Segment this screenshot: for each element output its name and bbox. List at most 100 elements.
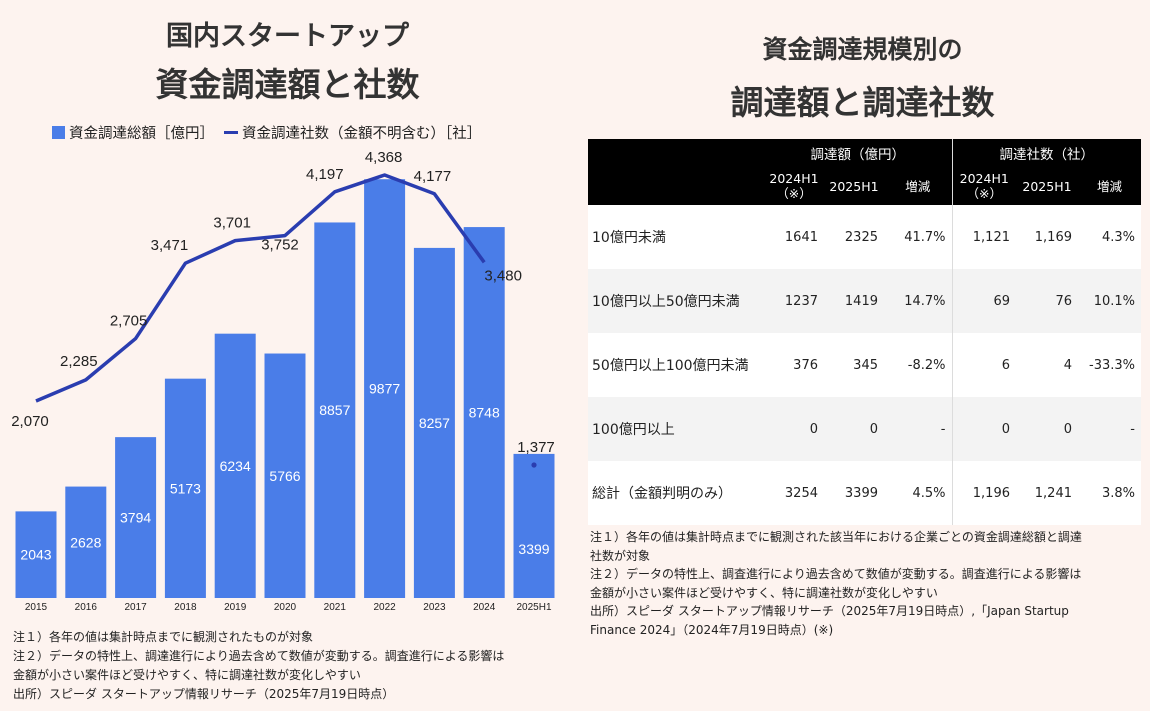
- bar-value-label: 3794: [120, 510, 151, 526]
- x-tick-label: 2017: [124, 602, 147, 613]
- table-row: 総計（金額判明のみ） 3254 3399 4.5% 1,196 1,241 3.…: [588, 461, 1141, 525]
- cell-count-change: -: [1078, 397, 1141, 461]
- x-tick-label: 2022: [373, 602, 396, 613]
- x-tick-label: 2021: [324, 602, 347, 613]
- header-amount-2025: 2025H1: [824, 167, 884, 205]
- x-tick-label: 2015: [25, 602, 48, 613]
- x-tick-label: 2018: [174, 602, 197, 613]
- bar-value-label: 5766: [269, 468, 300, 484]
- bar-2016: [65, 486, 107, 598]
- cell-amount-2024: 0: [764, 397, 824, 461]
- x-tick-label: 2016: [75, 602, 98, 613]
- bar-value-label: 2043: [20, 547, 51, 563]
- bar-2015: [15, 511, 57, 598]
- cell-amount-change: -: [884, 397, 952, 461]
- right-note-line: 注１）各年の値は集計時点までに観測された該当年における企業ごとの資金調達総額と調…: [590, 530, 1082, 544]
- bar-2025H1: [513, 453, 555, 598]
- bar-2022: [364, 179, 406, 598]
- count-value-label: 1,377: [517, 439, 555, 456]
- cell-amount-change: 4.5%: [884, 461, 952, 525]
- table-corner: [588, 139, 764, 167]
- bar-2019: [214, 333, 256, 598]
- row-label: 50億円以上100億円未満: [588, 333, 764, 397]
- header-amount-2024: 2024H1 （※）: [764, 167, 824, 205]
- cell-amount-2025: 1419: [824, 269, 884, 333]
- legend-bar-label: 資金調達総額［億円］: [69, 126, 214, 142]
- right-title-line1: 資金調達規模別の: [762, 35, 963, 64]
- x-tick-label: 2020: [274, 602, 297, 613]
- cell-count-2024: 6: [951, 333, 1016, 397]
- bar-2024: [463, 227, 505, 598]
- legend-bar-swatch: [52, 126, 65, 139]
- bar-2023: [413, 247, 455, 598]
- cell-amount-2025: 3399: [824, 461, 884, 525]
- table-row: 100億円以上 0 0 - 0 0 -: [588, 397, 1141, 461]
- bar-value-label: 3399: [518, 541, 549, 557]
- row-label: 総計（金額判明のみ）: [588, 461, 764, 525]
- bar-value-label: 6234: [220, 458, 251, 474]
- x-tick-label: 2023: [423, 602, 446, 613]
- bar-value-label: 8257: [419, 415, 450, 431]
- bar-2021: [314, 222, 356, 598]
- right-note-line: 出所）スピーダ スタートアップ情報リサーチ（2025年7月19日時点）,「Jap…: [590, 604, 1069, 618]
- left-note-line: 注１）各年の値は集計時点までに観測されたものが対象: [13, 630, 314, 644]
- header-count-2024: 2024H1 （※）: [951, 167, 1016, 205]
- left-note-line: 注２）データの特性上、調達進行により過去含めて数値が変動する。調査進行による影響…: [13, 649, 505, 663]
- left-note-line: 出所）スピーダ スタートアップ情報リサーチ（2025年7月19日時点）: [13, 687, 395, 701]
- cell-amount-change: 14.7%: [884, 269, 952, 333]
- cell-count-change: -33.3%: [1078, 333, 1141, 397]
- bar-value-label: 9877: [369, 381, 400, 397]
- count-line: [35, 173, 486, 403]
- bar-2020: [264, 353, 306, 598]
- x-tick-label: 2024: [473, 602, 496, 613]
- count-value-label: 4,197: [306, 166, 344, 183]
- cell-count-change: 4.3%: [1078, 205, 1141, 269]
- chart-legend: 資金調達総額［億円］ 資金調達社数（金額不明含む）［社］: [52, 122, 481, 143]
- x-tick-label: 2019: [224, 602, 247, 613]
- size-breakdown-table: 調達額（億円） 調達社数（社） 2024H1 （※） 2025H1 増減 2024…: [588, 139, 1141, 525]
- right-notes: 注１）各年の値は集計時点までに観測された該当年における企業ごとの資金調達総額と調…: [590, 528, 1140, 639]
- left-title-line1: 国内スタートアップ: [166, 21, 409, 52]
- count-value-label: 3,701: [213, 215, 251, 232]
- cell-count-2025: 1,241: [1016, 461, 1078, 525]
- count-value-label: 2,705: [110, 313, 148, 330]
- left-note-line: 金額が小さい案件ほど受けやすく、特に調達社数が変化しやすい: [13, 668, 361, 682]
- header-amount-group: 調達額（億円）: [764, 139, 952, 167]
- left-notes: 注１）各年の値は集計時点までに観測されたものが対象 注２）データの特性上、調達進…: [13, 628, 563, 704]
- cell-amount-change: 41.7%: [884, 205, 952, 269]
- left-title-line2: 資金調達額と社数: [155, 65, 420, 104]
- cell-amount-2024: 1237: [764, 269, 824, 333]
- count-value-label: 2,285: [60, 353, 98, 370]
- bar-value-label: 8857: [319, 402, 350, 418]
- row-label: 10億円以上50億円未満: [588, 269, 764, 333]
- right-note-line: Finance 2024」（2024年7月19日時点）(※): [590, 622, 834, 637]
- bar-2018: [164, 378, 206, 598]
- count-point-2025H1: [531, 462, 537, 468]
- cell-amount-2025: 0: [824, 397, 884, 461]
- cell-count-2024: 0: [951, 397, 1016, 461]
- table-row: 50億円以上100億円未満 376 345 -8.2% 6 4 -33.3%: [588, 333, 1141, 397]
- table-row: 10億円未満 1641 2325 41.7% 1,121 1,169 4.3%: [588, 205, 1141, 269]
- legend-line-swatch: [224, 131, 238, 134]
- cell-amount-change: -8.2%: [884, 333, 952, 397]
- count-value-label: 3,480: [484, 267, 522, 284]
- row-label: 10億円未満: [588, 205, 764, 269]
- cell-count-2024: 1,196: [951, 461, 1016, 525]
- right-title-line2: 調達額と調達社数: [730, 83, 995, 122]
- cell-amount-2024: 1641: [764, 205, 824, 269]
- header-count-change: 増減: [1078, 167, 1141, 205]
- count-value-label: 3,471: [151, 237, 189, 254]
- table-row: 10億円以上50億円未満 1237 1419 14.7% 69 76 10.1%: [588, 269, 1141, 333]
- count-value-label: 4,177: [414, 168, 452, 185]
- x-tick-label: 2025H1: [516, 602, 551, 613]
- row-label: 100億円以上: [588, 397, 764, 461]
- count-value-label: 3,752: [261, 237, 299, 254]
- table-corner-2: [588, 167, 764, 205]
- cell-count-change: 3.8%: [1078, 461, 1141, 525]
- bar-value-label: 5173: [170, 480, 201, 496]
- cell-count-2025: 4: [1016, 333, 1078, 397]
- cell-count-2025: 76: [1016, 269, 1078, 333]
- cell-amount-2025: 2325: [824, 205, 884, 269]
- cell-count-change: 10.1%: [1078, 269, 1141, 333]
- header-count-2025: 2025H1: [1016, 167, 1078, 205]
